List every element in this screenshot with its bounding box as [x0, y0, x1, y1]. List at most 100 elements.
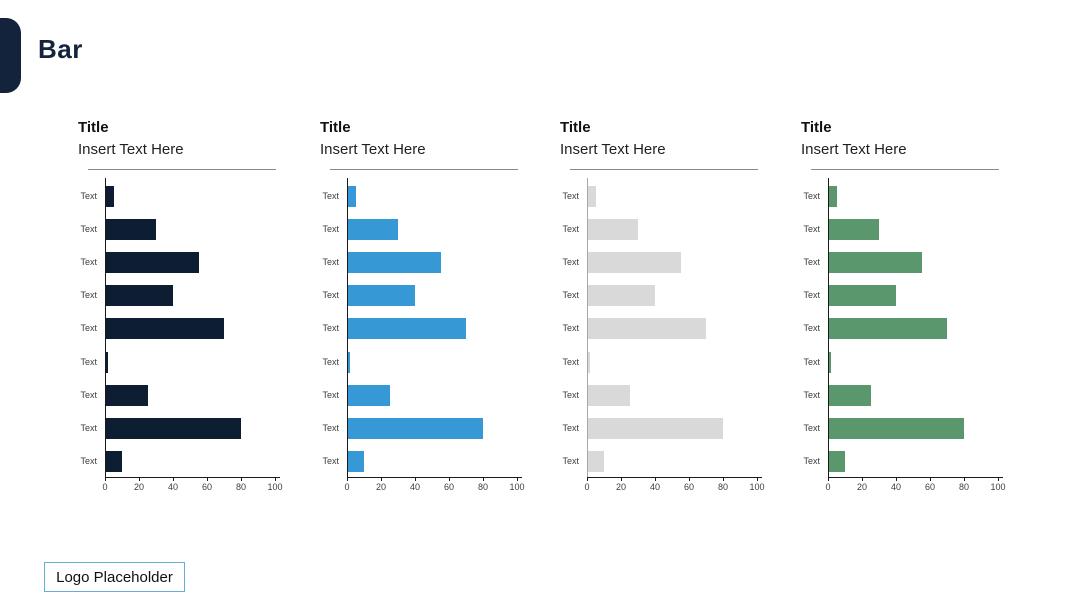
chart-row: Text: [318, 412, 530, 445]
bar: [105, 450, 122, 472]
category-label: Text: [803, 455, 820, 466]
tick-mark: [517, 478, 518, 481]
chart-row: Text: [799, 312, 1011, 345]
tick-label: 60: [443, 482, 455, 492]
x-axis-line: [347, 477, 522, 478]
category-label: Text: [803, 224, 820, 235]
chart-row: Text: [558, 180, 770, 213]
chart-row: Text: [799, 279, 1011, 312]
tick-label: 40: [890, 482, 902, 492]
bar-rows: Text Text Text Text Text Text Text Text Text: [558, 180, 770, 478]
bar: [347, 285, 415, 307]
category-label: Text: [80, 257, 97, 268]
chart-row: Text: [76, 246, 288, 279]
tick-label: 100: [749, 482, 765, 492]
category-label: Text: [80, 290, 97, 301]
y-axis-line: [587, 178, 588, 478]
chart-divider: [811, 169, 999, 170]
tick-label: 0: [102, 482, 108, 492]
bar: [347, 450, 364, 472]
chart-row: Text: [799, 180, 1011, 213]
category-label: Text: [322, 224, 339, 235]
chart-row: Text: [318, 180, 530, 213]
chart-row: Text: [558, 412, 770, 445]
category-label: Text: [322, 257, 339, 268]
tick-mark: [655, 478, 656, 481]
bar: [587, 252, 681, 274]
tick-label: 0: [825, 482, 831, 492]
tick-label: 0: [344, 482, 350, 492]
bar: [347, 351, 351, 373]
category-label: Text: [803, 422, 820, 433]
category-label: Text: [803, 389, 820, 400]
tick-label: 100: [509, 482, 525, 492]
tick-label: 100: [267, 482, 283, 492]
bar: [105, 417, 241, 439]
chart-divider: [570, 169, 758, 170]
category-label: Text: [803, 191, 820, 202]
tick-label: 40: [649, 482, 661, 492]
category-label: Text: [322, 323, 339, 334]
bar: [828, 384, 871, 406]
chart-row: Text: [799, 246, 1011, 279]
chart-row: Text: [318, 246, 530, 279]
category-label: Text: [80, 422, 97, 433]
tick-mark: [587, 478, 588, 481]
chart-plot-area: Text Text Text Text Text Text Text Text Text 0 20…: [76, 178, 288, 492]
bar: [105, 384, 148, 406]
chart-row: Text: [799, 412, 1011, 445]
chart-row: Text: [558, 246, 770, 279]
bar: [587, 186, 596, 208]
category-label: Text: [562, 290, 579, 301]
chart-row: Text: [318, 312, 530, 345]
tick-mark: [173, 478, 174, 481]
tick-mark: [207, 478, 208, 481]
chart-row: Text: [318, 279, 530, 312]
category-label: Text: [562, 323, 579, 334]
category-label: Text: [562, 191, 579, 202]
category-label: Text: [322, 191, 339, 202]
tick-label: 60: [924, 482, 936, 492]
bar: [828, 351, 832, 373]
bar-rows: Text Text Text Text Text Text Text Text Text: [318, 180, 530, 478]
category-label: Text: [322, 290, 339, 301]
chart-row: Text: [558, 445, 770, 478]
logo-placeholder: Logo Placeholder: [44, 562, 185, 592]
tick-label: 40: [409, 482, 421, 492]
tick-mark: [415, 478, 416, 481]
tick-mark: [930, 478, 931, 481]
bar: [347, 417, 483, 439]
chart-divider: [88, 169, 276, 170]
bar: [587, 417, 723, 439]
bar: [105, 285, 173, 307]
tick-label: 0: [584, 482, 590, 492]
tick-label: 60: [201, 482, 213, 492]
bar: [828, 285, 896, 307]
tick-label: 80: [477, 482, 489, 492]
chart-row: Text: [318, 445, 530, 478]
accent-pill-shape: [0, 18, 21, 93]
bar: [828, 186, 837, 208]
bar: [828, 252, 922, 274]
tick-mark: [689, 478, 690, 481]
bar-chart-blue: Title Insert Text Here Text Text Text Text T…: [318, 118, 530, 500]
chart-row: Text: [76, 412, 288, 445]
category-label: Text: [803, 356, 820, 367]
bar-chart-gray: Title Insert Text Here Text Text Text Text T…: [558, 118, 770, 500]
chart-plot-area: Text Text Text Text Text Text Text Text Text 0 20…: [558, 178, 770, 492]
chart-plot-area: Text Text Text Text Text Text Text Text Text 0 20…: [799, 178, 1011, 492]
x-axis-line: [587, 477, 762, 478]
chart-row: Text: [76, 312, 288, 345]
chart-row: Text: [799, 379, 1011, 412]
category-label: Text: [562, 389, 579, 400]
chart-subtitle: Insert Text Here: [320, 141, 426, 158]
chart-row: Text: [76, 346, 288, 379]
tick-mark: [347, 478, 348, 481]
chart-row: Text: [558, 213, 770, 246]
bar-rows: Text Text Text Text Text Text Text Text Text: [799, 180, 1011, 478]
bar: [828, 318, 947, 340]
chart-row: Text: [318, 379, 530, 412]
category-label: Text: [562, 257, 579, 268]
tick-label: 20: [133, 482, 145, 492]
chart-row: Text: [799, 445, 1011, 478]
